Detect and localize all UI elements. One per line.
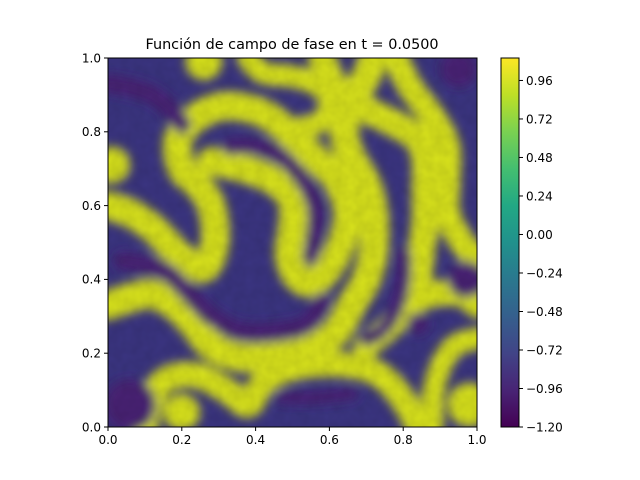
y-tick-label: 0.4 bbox=[82, 273, 101, 287]
colorbar-ticks: −1.20 −0.96 −0.72 −0.48 −0.24 0.00 0.24 0.48 0.7… bbox=[519, 74, 563, 434]
colorbar-tick-label: 0.72 bbox=[526, 112, 553, 126]
colorbar-tick-label: −0.96 bbox=[526, 382, 563, 396]
colorbar: −1.20 −0.96 −0.72 −0.48 −0.24 0.00 0.24 0.48 0.7… bbox=[500, 57, 563, 434]
x-tick-label: 1.0 bbox=[467, 433, 486, 447]
colorbar-tick-label: −1.20 bbox=[526, 420, 563, 434]
y-tick-label: 0.2 bbox=[82, 347, 101, 361]
colorbar-tick-label: 0.00 bbox=[526, 228, 553, 242]
y-tick-label: 0.8 bbox=[82, 125, 101, 139]
x-tick-label: 0.4 bbox=[246, 433, 265, 447]
colorbar-tick-label: 0.48 bbox=[526, 151, 553, 165]
colorbar-gradient bbox=[501, 58, 519, 427]
field-texture bbox=[108, 58, 477, 427]
colorbar-tick-label: −0.24 bbox=[526, 266, 563, 280]
x-tick-label: 0.0 bbox=[98, 433, 117, 447]
x-tick-label: 0.2 bbox=[172, 433, 191, 447]
colorbar-tick-label: 0.24 bbox=[526, 189, 553, 203]
y-tick-label: 1.0 bbox=[82, 51, 101, 65]
chart-title: Función de campo de fase en t = 0.0500 bbox=[145, 37, 438, 53]
colorbar-tick-label: 0.96 bbox=[526, 74, 553, 88]
colorbar-frame bbox=[500, 57, 520, 428]
y-tick-label: 0.0 bbox=[82, 420, 101, 434]
phase-field-heatmap bbox=[108, 58, 477, 427]
x-tick-label: 0.6 bbox=[320, 433, 339, 447]
y-tick-label: 0.6 bbox=[82, 199, 101, 213]
colorbar-tick-label: −0.48 bbox=[526, 305, 563, 319]
y-axis: 0.0 0.2 0.4 0.6 0.8 1.0 bbox=[82, 51, 108, 434]
x-axis: 0.0 0.2 0.4 0.6 0.8 1.0 bbox=[98, 427, 487, 447]
colorbar-tick-label: −0.72 bbox=[526, 343, 563, 357]
x-tick-label: 0.8 bbox=[394, 433, 413, 447]
plot-frame bbox=[107, 57, 478, 428]
